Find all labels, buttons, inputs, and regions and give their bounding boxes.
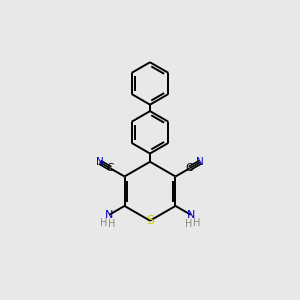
Text: N: N xyxy=(105,210,113,220)
Text: H: H xyxy=(108,219,116,229)
Text: N: N xyxy=(96,157,103,167)
Text: N: N xyxy=(187,210,195,220)
Text: H: H xyxy=(100,218,107,228)
Text: C: C xyxy=(107,164,114,173)
Text: H: H xyxy=(184,219,192,229)
Text: H: H xyxy=(193,218,200,228)
Text: S: S xyxy=(146,214,154,227)
Text: N: N xyxy=(196,157,204,167)
Text: C: C xyxy=(186,164,193,173)
